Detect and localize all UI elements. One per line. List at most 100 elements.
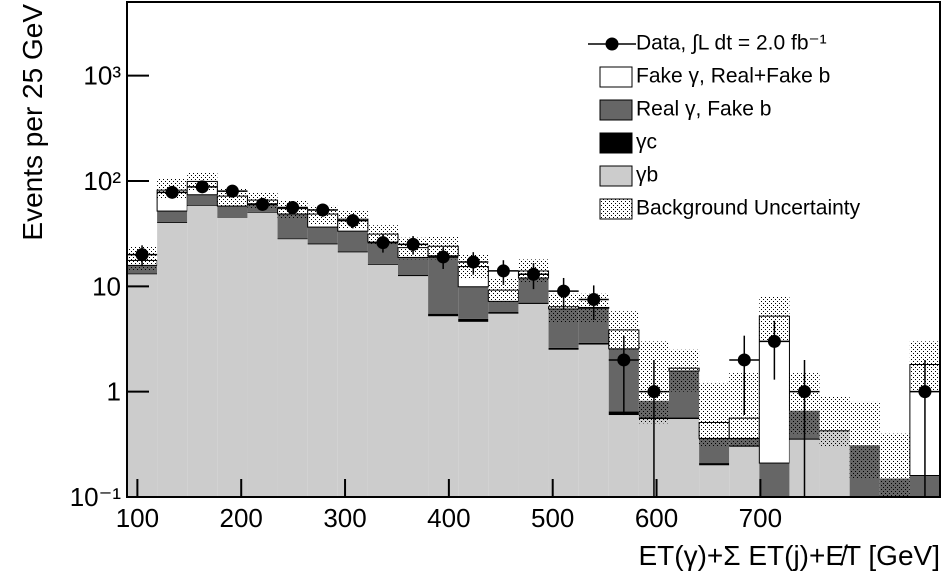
data-point (617, 353, 631, 367)
legend-swatch (599, 132, 633, 154)
histogram-bar (337, 251, 368, 253)
histogram-bar (367, 263, 398, 265)
histogram-bar (428, 313, 459, 317)
data-point (918, 385, 932, 399)
histogram-bar (277, 239, 308, 497)
data-point (376, 236, 390, 250)
histogram-bar (578, 344, 609, 497)
data-point (316, 203, 330, 217)
histogram-bar (699, 463, 730, 466)
legend-label: γb (636, 164, 658, 187)
data-point (165, 185, 179, 199)
histogram-bar (307, 244, 338, 497)
histogram-bar (518, 302, 549, 304)
data-point (406, 237, 420, 251)
data-point (195, 180, 209, 194)
histogram-bar (488, 313, 519, 497)
legend-data-marker (605, 37, 619, 51)
histogram-bar (518, 303, 549, 497)
histogram-bar (217, 206, 248, 217)
x-tick-label: 500 (531, 503, 574, 533)
y-axis-label: Events per 25 GeV (17, 4, 48, 241)
y-tick-label: 1 (107, 377, 121, 407)
data-point (436, 250, 450, 264)
legend-label: Fake γ, Real+Fake b (636, 65, 830, 88)
y-tick-label: 10 (92, 271, 121, 301)
histogram-bar (307, 227, 338, 244)
histogram-bar (729, 446, 760, 497)
histogram-bar (458, 286, 489, 319)
x-tick-label: 600 (635, 503, 678, 533)
histogram-bar (578, 342, 609, 345)
legend: Data, ∫L dt = 2.0 fb⁻¹ Fake γ, Real+Fake … (588, 32, 861, 220)
histogram-bar (458, 321, 489, 497)
histogram-bar (608, 415, 639, 497)
data-point (346, 214, 360, 228)
x-tick-label: 400 (427, 503, 470, 533)
plot-area (127, 172, 940, 528)
histogram-bar (187, 205, 218, 206)
legend-swatch (599, 165, 633, 187)
x-tick-label: 300 (323, 503, 366, 533)
histogram-bar (247, 211, 278, 213)
histogram-bar (669, 417, 700, 420)
histogram-bar (337, 252, 368, 497)
histogram-bar (759, 463, 790, 497)
data-point (557, 284, 571, 298)
legend-label: Data, ∫L dt = 2.0 fb⁻¹ (636, 32, 827, 55)
uncertainty-band (879, 433, 910, 497)
histogram-bar (398, 257, 429, 276)
y-tick-label: 10² (83, 166, 121, 196)
uncertainty-band (849, 401, 880, 479)
data-point (286, 200, 300, 214)
histogram-bar (157, 222, 188, 497)
data-point (225, 184, 239, 198)
histogram-bar (127, 274, 158, 497)
histogram-bar (428, 316, 459, 497)
axes: 10⁻¹ 1 10 10² 10³ 100 200 300 400 500 600 700 (70, 61, 782, 533)
x-axis-label: ET(γ)+Σ ET(j)+E̸T [GeV] (638, 540, 940, 571)
histogram-bar (337, 231, 368, 252)
histogram-bar (217, 216, 248, 218)
legend-swatch (599, 66, 633, 88)
histogram-bar (157, 211, 188, 222)
histogram-bar (458, 318, 489, 322)
x-tick-label: 200 (220, 503, 263, 533)
legend-label: Real γ, Fake b (636, 98, 771, 121)
data-point (256, 197, 269, 211)
histogram-bar (367, 264, 398, 497)
histogram-bar (699, 465, 730, 497)
uncertainty-band (669, 349, 700, 392)
data-point (496, 264, 510, 278)
data-point (527, 267, 540, 281)
histogram-bar (850, 520, 880, 528)
uncertainty-band (819, 396, 850, 447)
legend-swatch (599, 99, 633, 121)
histogram-bar (398, 276, 429, 497)
data-point (737, 353, 751, 367)
data-point (647, 385, 661, 399)
data-point (135, 248, 149, 262)
histogram-bar (187, 194, 218, 206)
frame (126, 1, 941, 498)
histogram-bar (398, 275, 429, 277)
legend-swatch (599, 198, 633, 220)
histogram-bar (277, 238, 308, 240)
legend-label: Background Uncertainty (636, 197, 861, 220)
histogram-bar (367, 242, 398, 264)
x-tick-label: 100 (116, 503, 159, 533)
histogram-bar (488, 312, 519, 314)
x-tick-label: 700 (739, 503, 782, 533)
histogram-bar (157, 221, 188, 223)
histogram-bar (488, 301, 519, 313)
data-point (466, 255, 480, 269)
data-point (767, 334, 781, 348)
histogram-bar (187, 205, 218, 497)
data-point (587, 292, 601, 306)
histogram-bar (548, 347, 579, 350)
histogram-bar (217, 217, 248, 497)
y-tick-label: 10⁻¹ (70, 482, 122, 512)
y-tick-label: 10³ (83, 61, 121, 91)
histogram-bar (307, 243, 338, 245)
